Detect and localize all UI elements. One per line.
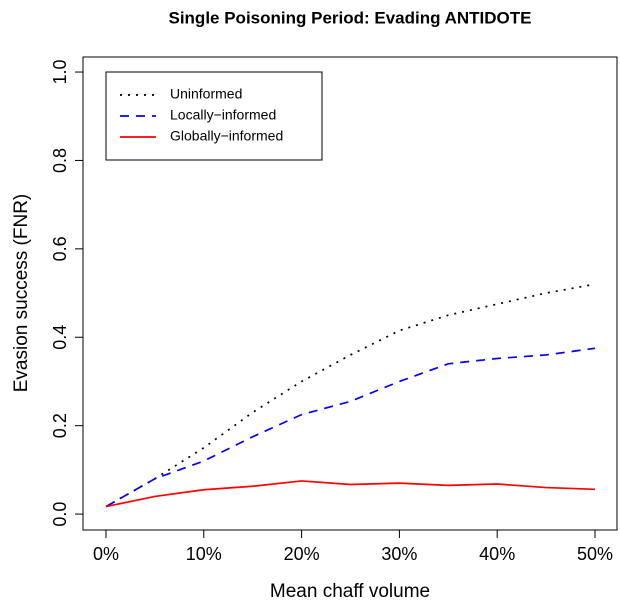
series-line (105, 283, 596, 508)
legend-label: Locally−informed (170, 107, 276, 123)
y-tick-label: 0.2 (50, 413, 70, 438)
x-tick-label: 50% (577, 544, 613, 564)
x-tick-label: 30% (381, 544, 417, 564)
y-axis-label: Evasion success (FNR) (11, 194, 32, 393)
chart-title: Single Poisoning Period: Evading ANTIDOT… (168, 8, 531, 27)
y-tick-label: 0.6 (50, 236, 70, 261)
x-tick-label: 40% (479, 544, 515, 564)
y-tick-label: 0.8 (50, 148, 70, 173)
series-line (105, 347, 596, 508)
x-axis-label: Mean chaff volume (270, 581, 430, 602)
y-tick-label: 1.0 (50, 60, 70, 85)
series-line (105, 480, 596, 508)
y-tick-label: 0.0 (50, 502, 70, 527)
legend-label: Uninformed (170, 86, 242, 102)
x-tick-label: 0% (93, 544, 119, 564)
x-tick-label: 20% (284, 544, 320, 564)
plot-frame (82, 56, 618, 531)
x-tick-label: 10% (186, 544, 222, 564)
y-tick-label: 0.4 (50, 325, 70, 350)
legend-label: Globally−informed (170, 128, 283, 144)
